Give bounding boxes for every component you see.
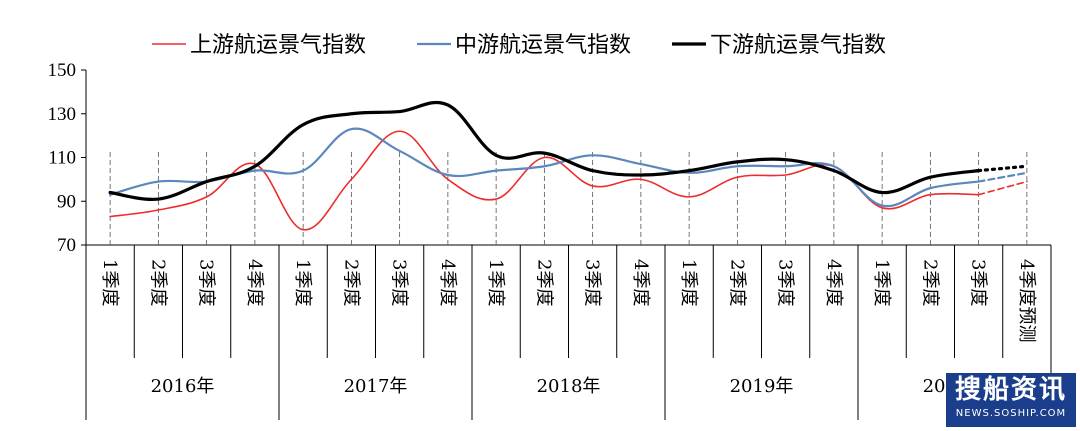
x-axis: 1季度 2季度 3季度 4季度 1季度 2季度 3季度 4季度 1季度 2季度 3季度 4季度 1季度 2… [85, 150, 1052, 420]
category-label: 4季度预测 [1016, 259, 1037, 342]
year-label: 2017年 [344, 376, 408, 397]
y-tick-label: 70 [57, 235, 76, 256]
series-forecast-0 [977, 180, 1028, 196]
series-line-1 [109, 127, 980, 208]
category-label: 2季度 [147, 259, 168, 306]
y-tick-label: 90 [57, 191, 76, 212]
category-label: 1季度 [871, 259, 892, 306]
legend-label-0: 上游航运景气指数 [190, 33, 366, 58]
legend-label-1: 中游航运景气指数 [455, 33, 631, 58]
category-label: 1季度 [292, 259, 313, 306]
year-label: 2018年 [537, 376, 601, 397]
y-tick-label: 110 [48, 148, 76, 169]
category-label: 4季度 [244, 259, 265, 306]
year-label: 2016年 [151, 376, 215, 397]
category-label: 3季度 [582, 259, 603, 306]
y-axis: 70 90 110 130 150 [48, 60, 87, 256]
category-label: 4季度 [823, 259, 844, 306]
watermark-main: 搜船资讯 [954, 375, 1067, 405]
category-label: 3季度 [196, 259, 217, 306]
y-tick-label: 150 [48, 60, 77, 81]
category-label: 3季度 [968, 259, 989, 306]
watermark-sub: NEWS.SOSHIP.COM [955, 408, 1067, 419]
y-tick-label: 130 [48, 104, 77, 125]
category-label: 1季度 [99, 259, 120, 306]
category-label: 2季度 [919, 259, 940, 306]
series-forecast-1 [977, 171, 1028, 183]
category-label: 4季度 [630, 259, 651, 306]
category-label: 2季度 [340, 259, 361, 306]
category-label: 3季度 [389, 259, 410, 306]
series-forecast-2 [977, 164, 1029, 173]
category-label: 4季度 [437, 259, 458, 306]
category-label: 3季度 [775, 259, 796, 306]
watermark-logo: 搜船资讯 NEWS.SOSHIP.COM [946, 373, 1076, 427]
series-lines [108, 100, 1029, 231]
legend-label-2: 下游航运景气指数 [710, 33, 886, 58]
legend: 上游航运景气指数 中游航运景气指数 下游航运景气指数 [152, 33, 886, 58]
category-label: 2季度 [533, 259, 554, 306]
year-label: 2019年 [730, 376, 794, 397]
series-line-2 [108, 100, 981, 201]
category-label: 1季度 [678, 259, 699, 306]
category-label: 1季度 [485, 259, 506, 306]
category-label: 2季度 [726, 259, 747, 306]
